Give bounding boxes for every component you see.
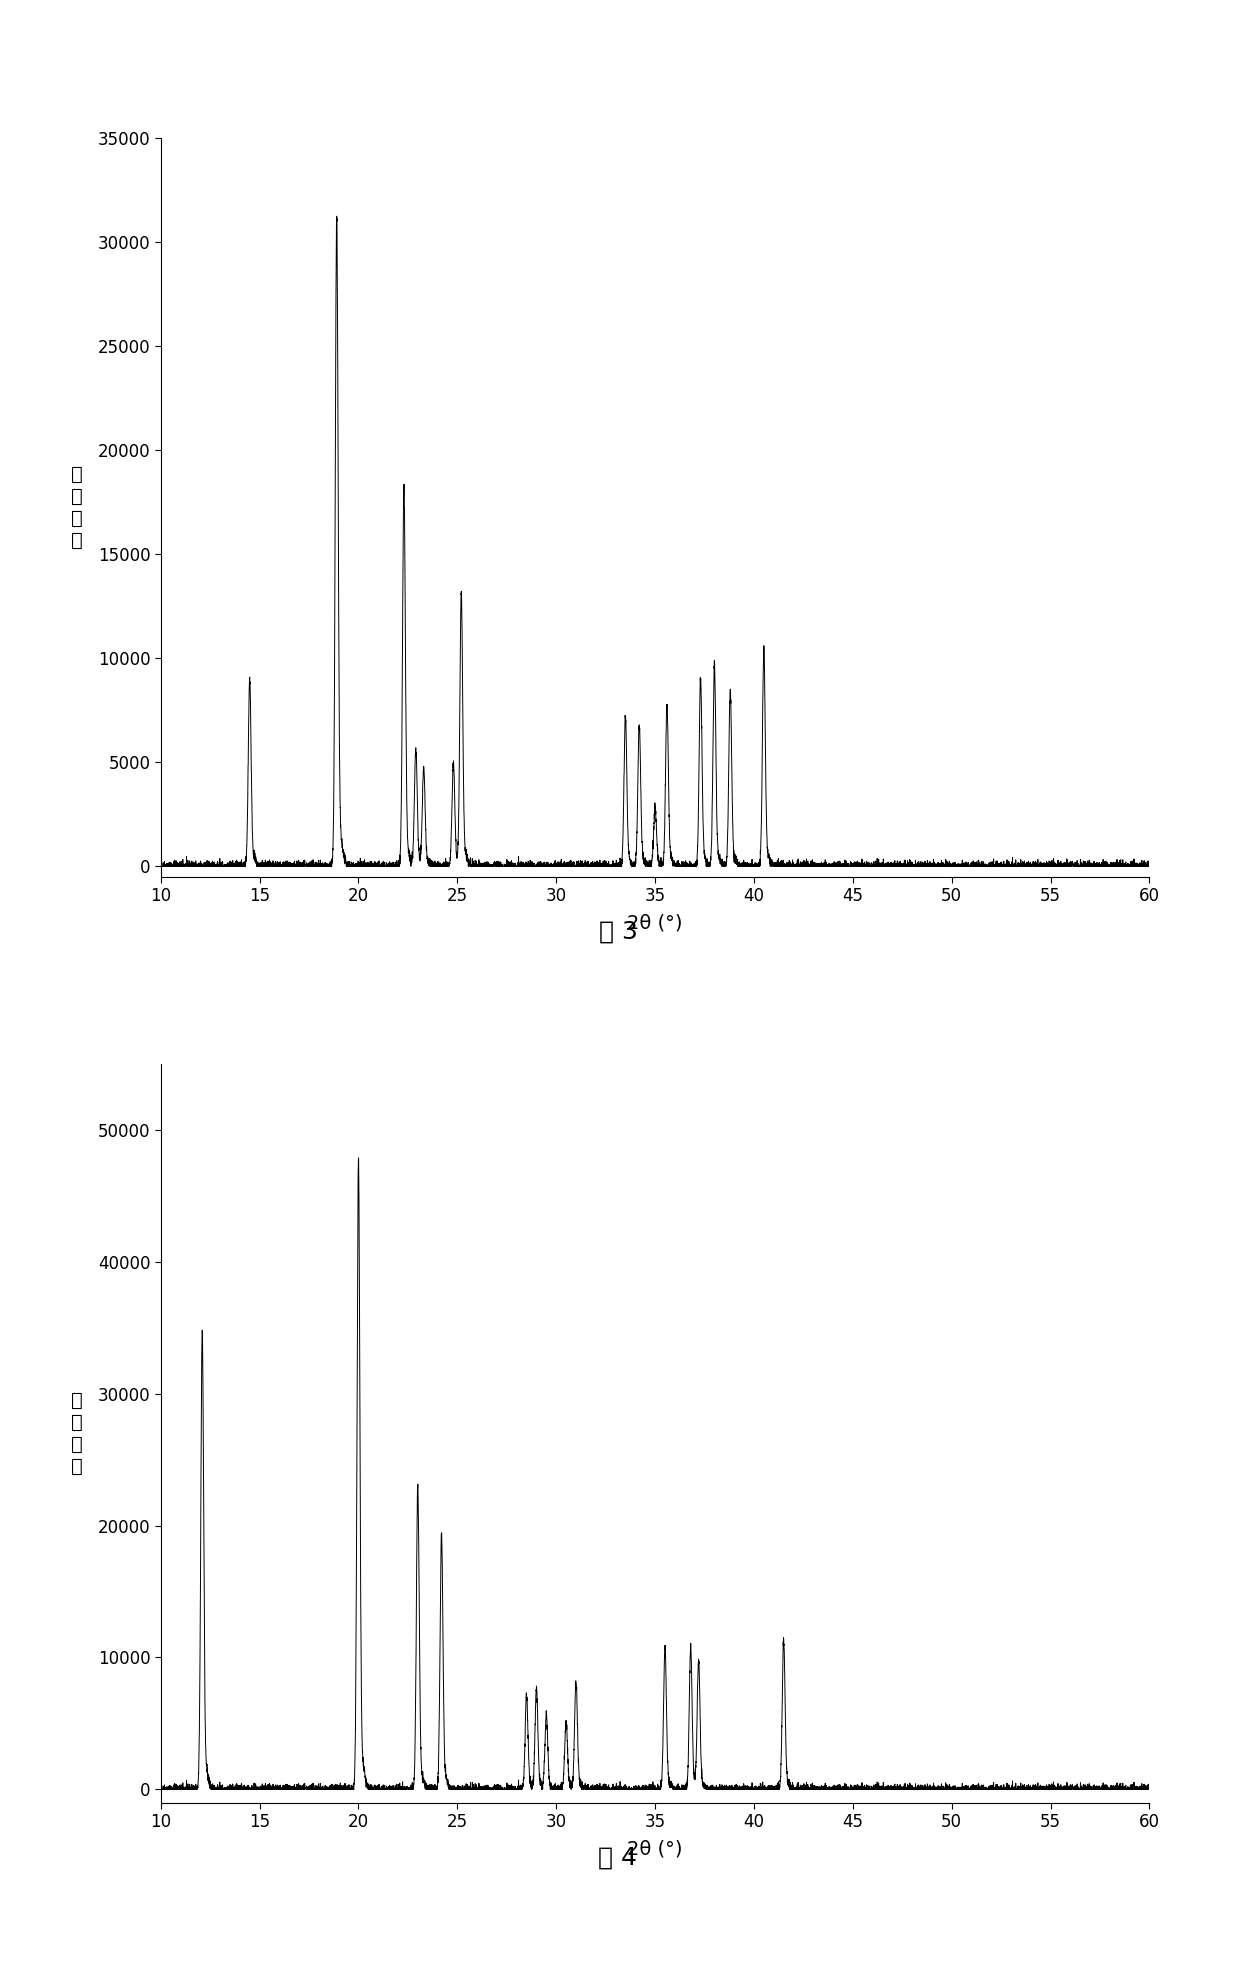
Y-axis label: 相
对
强
度: 相 对 强 度 [70, 465, 83, 550]
X-axis label: 2θ (°): 2θ (°) [628, 1840, 682, 1858]
Y-axis label: 相
对
强
度: 相 对 强 度 [70, 1391, 83, 1476]
Text: 图 4: 图 4 [598, 1846, 638, 1870]
X-axis label: 2θ (°): 2θ (°) [628, 914, 682, 932]
Text: 图 3: 图 3 [598, 920, 638, 944]
